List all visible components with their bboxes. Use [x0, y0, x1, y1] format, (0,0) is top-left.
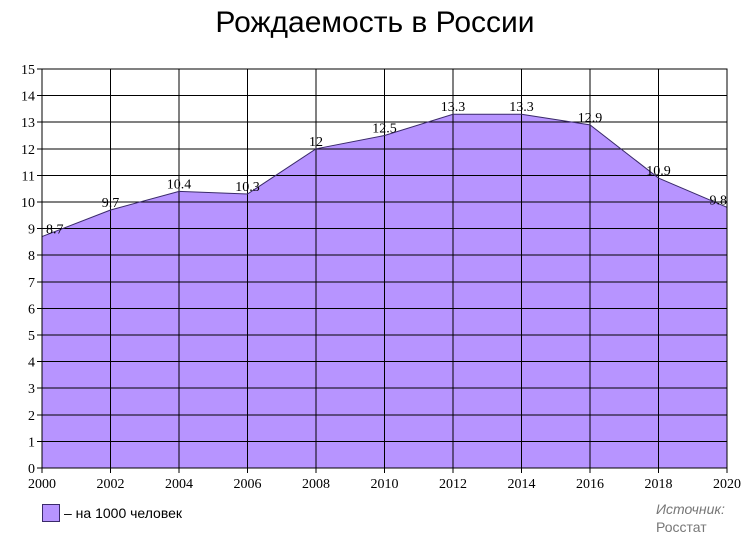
x-tick-label: 2016 [576, 477, 604, 492]
y-tick-label: 12 [21, 143, 35, 158]
y-tick-label: 6 [28, 302, 35, 317]
legend-swatch [42, 504, 60, 522]
y-tick-label: 5 [28, 329, 35, 344]
data-label: 12.9 [578, 111, 603, 126]
source-value: Росстат [656, 519, 707, 535]
x-tick-label: 2012 [439, 477, 467, 492]
legend-label: – на 1000 человек [64, 505, 183, 521]
x-tick-label: 2020 [713, 477, 741, 492]
data-label: 9.8 [710, 193, 728, 208]
chart-title: Рождаемость в России [215, 6, 535, 39]
y-tick-label: 8 [28, 249, 35, 264]
x-tick-label: 2004 [165, 477, 193, 492]
x-tick-label: 2002 [97, 477, 125, 492]
x-tick-label: 2018 [645, 477, 673, 492]
y-tick-label: 9 [28, 223, 35, 238]
x-tick-label: 2006 [234, 477, 262, 492]
y-tick-label: 4 [28, 356, 35, 371]
y-tick-label: 10 [21, 196, 35, 211]
y-tick-label: 13 [21, 116, 35, 131]
series-line [41, 113, 728, 238]
y-tick-label: 2 [28, 409, 35, 424]
y-tick-label: 0 [28, 462, 35, 477]
data-label: 12.5 [372, 122, 397, 137]
data-label: 10.3 [235, 180, 260, 195]
data-label: 13.3 [509, 100, 534, 115]
y-tick-label: 7 [28, 276, 35, 291]
data-label: 12 [309, 135, 323, 150]
legend: – на 1000 человек [42, 504, 182, 522]
data-label: 13.3 [441, 100, 466, 115]
x-tick-label: 2000 [28, 477, 56, 492]
x-tick-label: 2014 [508, 477, 536, 492]
x-tick-label: 2010 [371, 477, 399, 492]
data-label: 9.7 [102, 196, 120, 211]
data-label: 8.7 [46, 223, 64, 238]
data-label: 10.9 [646, 164, 671, 179]
y-tick-label: 15 [21, 63, 35, 78]
source-label: Источник: [656, 501, 725, 517]
x-tick-label: 2008 [302, 477, 330, 492]
data-label: 10.4 [167, 177, 192, 192]
y-tick-label: 11 [22, 169, 35, 184]
source-note: Источник: Росстат [656, 500, 725, 536]
y-tick-label: 3 [28, 382, 35, 397]
y-tick-label: 14 [21, 90, 35, 105]
y-tick-label: 1 [28, 435, 35, 450]
